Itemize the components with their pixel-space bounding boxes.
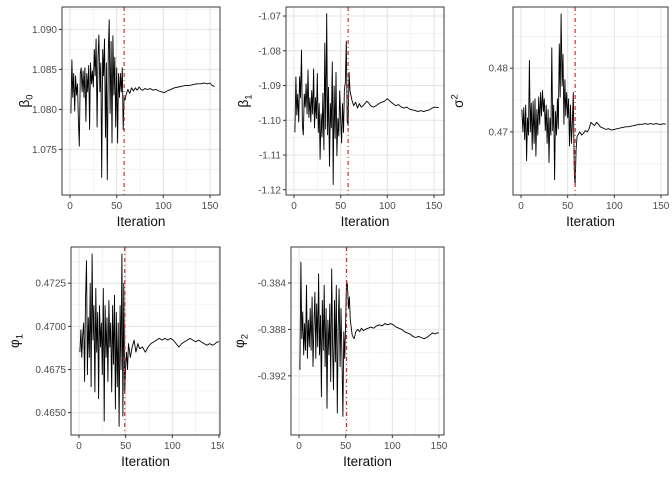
- trace-line: [79, 253, 219, 427]
- y-tick-label: -1.11: [259, 151, 281, 162]
- x-tick-label: 0: [296, 441, 302, 452]
- y-axis-title: β0: [17, 94, 36, 107]
- y-axis-title: φ2: [232, 334, 251, 348]
- trace-line: [299, 261, 439, 417]
- panel-phi2: 0 50 100 150 -0.392 -0.388 -0.384 Iteration φ2: [224, 240, 448, 480]
- panel-beta1: 0 50 100 150 -1.12 -1.11 -1.10 -1.09 -1.08 -1.07 I…: [224, 0, 448, 240]
- y-tick-label: 0.48: [489, 64, 509, 75]
- panel-phi1: 0 50 100 150 0.4650 0.4675 0.4700 0.4725 Iterati…: [0, 240, 228, 480]
- panel-svg-phi1: 0 50 100 150 0.4650 0.4675 0.4700 0.4725 Iterati…: [7, 246, 228, 469]
- panel-background: [71, 247, 220, 435]
- x-axis-title: Iteration: [121, 454, 170, 469]
- y-tick-label: 1.090: [32, 25, 57, 36]
- x-tick-label: 0: [67, 201, 73, 212]
- panel-border: [70, 246, 221, 436]
- y-tick-label: 0.4675: [35, 365, 66, 376]
- y-tick-label: -0.392: [258, 371, 287, 382]
- x-tick-label: 0: [76, 441, 82, 452]
- y-tick-label: 0.4725: [35, 279, 66, 290]
- panel-border: [290, 246, 445, 436]
- x-tick-label: 100: [155, 201, 172, 212]
- x-tick-label: 100: [384, 441, 401, 452]
- trace-line: [521, 13, 666, 187]
- y-axis-title: φ1: [7, 334, 26, 348]
- y-axis-title: σ2: [450, 94, 467, 108]
- y-tick-label: 0.4700: [35, 322, 66, 333]
- panel-svg-phi2: 0 50 100 150 -0.392 -0.388 -0.384 Iteration φ2: [232, 246, 448, 469]
- panel-beta0: 0 50 100 150 1.075 1.080 1.085 1.090 Iteration β0: [0, 0, 224, 240]
- x-tick-label: 150: [431, 441, 448, 452]
- x-tick-label: 100: [164, 441, 181, 452]
- x-tick-label: 150: [426, 201, 443, 212]
- y-tick-label: -1.12: [258, 185, 281, 196]
- x-tick-label: 50: [562, 201, 574, 212]
- y-tick-label: 1.080: [32, 105, 57, 116]
- y-tick-label: -1.09: [258, 81, 281, 92]
- x-axis-title: Iteration: [566, 214, 615, 229]
- y-tick-label: 0.47: [489, 127, 509, 138]
- y-tick-label: 0.4650: [35, 408, 66, 419]
- y-tick-label: -1.10: [258, 116, 281, 127]
- x-tick-label: 0: [291, 201, 297, 212]
- panel-sigma2: 0 50 100 150 0.47 0.48 Iteration σ2: [448, 0, 672, 240]
- panel-svg-sigma2: 0 50 100 150 0.47 0.48 Iteration σ2: [450, 6, 670, 229]
- y-axis-title: β1: [236, 94, 255, 107]
- panel-border: [512, 6, 669, 196]
- y-tick-label: -1.07: [258, 12, 281, 23]
- x-axis-title: Iteration: [343, 454, 392, 469]
- x-tick-label: 150: [653, 201, 670, 212]
- x-tick-label: 50: [111, 201, 123, 212]
- x-tick-label: 50: [340, 441, 352, 452]
- panel-background: [62, 7, 220, 195]
- panel-svg-beta1: 0 50 100 150 -1.12 -1.11 -1.10 -1.09 -1.08 -1.07 I…: [236, 6, 445, 229]
- panel-border: [61, 6, 221, 196]
- trace-line: [70, 19, 215, 181]
- x-tick-label: 100: [606, 201, 623, 212]
- x-tick-label: 150: [202, 201, 219, 212]
- x-tick-label: 100: [379, 201, 396, 212]
- x-axis-title: Iteration: [341, 214, 390, 229]
- x-tick-label: 0: [518, 201, 524, 212]
- y-tick-label: -0.388: [258, 325, 287, 336]
- x-tick-label: 150: [211, 441, 224, 452]
- x-axis-title: Iteration: [117, 214, 166, 229]
- x-tick-label: 50: [335, 201, 347, 212]
- y-tick-label: 1.075: [32, 145, 57, 156]
- panel-background: [513, 7, 668, 195]
- x-tick-label: 50: [120, 441, 132, 452]
- y-tick-label: -1.08: [258, 46, 281, 57]
- panel-border: [285, 6, 445, 196]
- trace-line: [294, 13, 439, 186]
- y-tick-label: -0.384: [258, 278, 287, 289]
- y-tick-label: 1.085: [32, 65, 57, 76]
- panel-svg-beta0: 0 50 100 150 1.075 1.080 1.085 1.090 Iteration β0: [17, 6, 221, 229]
